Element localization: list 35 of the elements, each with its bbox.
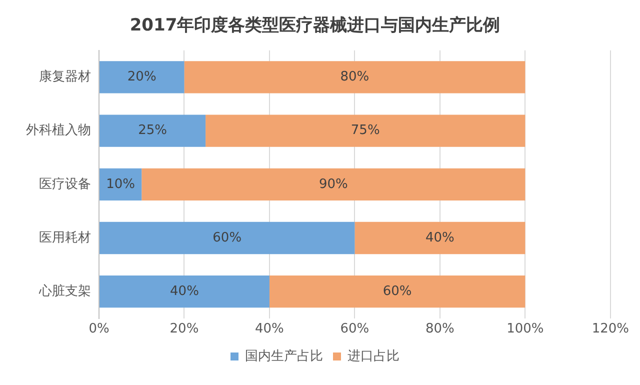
x-tick-label: 80% bbox=[425, 322, 454, 337]
data-label: 40% bbox=[425, 230, 454, 246]
data-label: 90% bbox=[318, 176, 348, 192]
bar bbox=[206, 114, 526, 147]
data-label: 25% bbox=[138, 123, 167, 138]
y-tick-label: 外科植入物 bbox=[26, 123, 91, 138]
bar bbox=[354, 222, 526, 254]
bar bbox=[100, 114, 206, 147]
bar bbox=[100, 276, 270, 308]
legend-label: 国内生产占比 bbox=[245, 348, 323, 364]
data-label: 75% bbox=[350, 123, 380, 138]
data-label: 80% bbox=[340, 70, 370, 85]
bar bbox=[100, 222, 355, 254]
data-label: 60% bbox=[212, 230, 242, 246]
y-tick-label: 心脏支架 bbox=[38, 282, 91, 299]
bar bbox=[184, 61, 526, 94]
bar bbox=[100, 168, 142, 200]
x-tick-label: 40% bbox=[255, 322, 284, 337]
legend-label: 进口占比 bbox=[348, 348, 400, 364]
data-label: 20% bbox=[127, 70, 156, 85]
bar bbox=[100, 61, 184, 94]
data-label: 40% bbox=[170, 284, 199, 299]
y-tick-label: 医疗设备 bbox=[39, 176, 91, 192]
y-tick-label: 医用耗材 bbox=[39, 230, 91, 246]
x-tick-label: 60% bbox=[340, 322, 370, 337]
x-tick-label: 100% bbox=[506, 322, 544, 337]
x-tick-label: 0% bbox=[88, 322, 110, 337]
x-tick-label: 120% bbox=[592, 322, 630, 337]
data-label: 60% bbox=[382, 284, 412, 299]
chart-title: 2017年印度各类型医疗器械进口与国内生产比例 bbox=[130, 16, 500, 36]
y-tick-label: 康复器材 bbox=[39, 70, 91, 85]
bar bbox=[142, 168, 526, 200]
x-tick-label: 20% bbox=[170, 322, 199, 337]
data-label: 10% bbox=[106, 176, 136, 192]
bar bbox=[269, 276, 526, 308]
